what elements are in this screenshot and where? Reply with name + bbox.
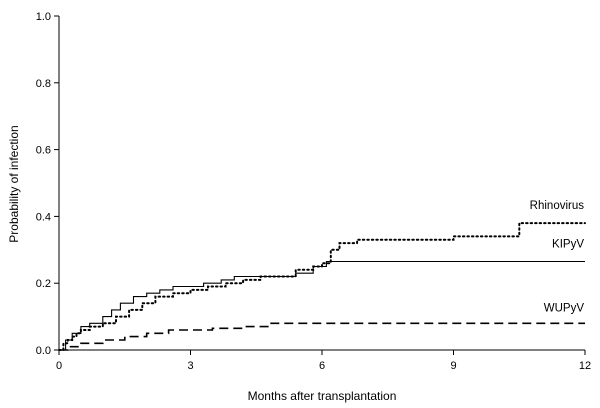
x-axis-label: Months after transplantation [248, 389, 397, 403]
y-ticks: 0.0 0.2 0.4 0.6 0.8 1.0 [36, 11, 59, 357]
axes [58, 16, 585, 351]
x-tick-label: 9 [450, 360, 456, 372]
series-line-wupyv [59, 322, 585, 351]
series-labels: Rhinovirus KIPyV WUPyV [530, 200, 585, 314]
x-tick-label: 12 [579, 360, 591, 372]
y-tick-label: 0.4 [36, 211, 51, 223]
y-tick-label: 0.6 [36, 145, 51, 157]
x-tick-label: 0 [56, 360, 62, 372]
x-tick-label: 6 [319, 360, 325, 372]
series-lines [58, 222, 586, 351]
series-label-wupyv: WUPyV [544, 302, 585, 314]
y-tick-label: 0.0 [36, 345, 51, 357]
series-line-kipyv [59, 260, 585, 351]
series-label-rhinovirus: Rhinovirus [530, 200, 585, 212]
x-ticks: 0 3 6 9 12 [56, 350, 591, 372]
y-axis-label: Probability of infection [7, 125, 21, 242]
y-tick-label: 0.8 [36, 78, 51, 90]
y-tick-label: 1.0 [36, 11, 51, 23]
y-tick-label: 0.2 [36, 278, 51, 290]
x-tick-label: 3 [187, 360, 193, 372]
series-line-rhinovirus [58, 222, 586, 351]
series-label-kipyv: KIPyV [552, 238, 584, 250]
